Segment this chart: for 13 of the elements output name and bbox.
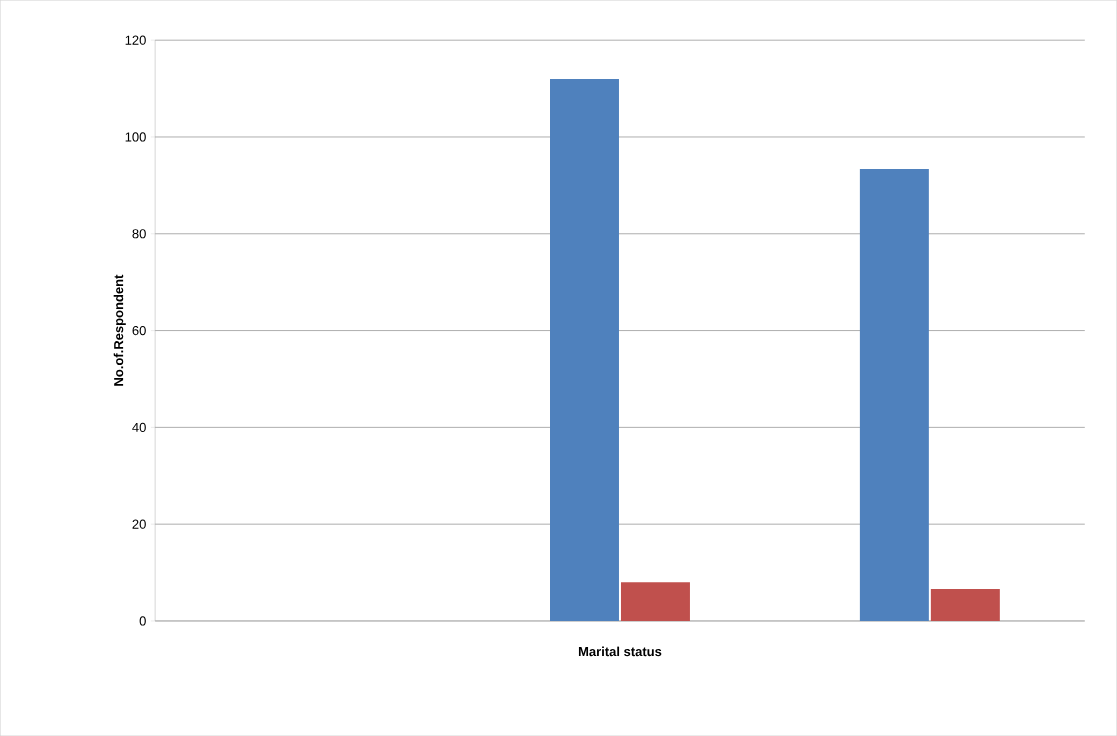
bar <box>859 168 929 621</box>
y-tick-label: 40 <box>132 422 146 432</box>
y-tick-label: 20 <box>132 519 146 529</box>
y-tick-label: 60 <box>132 325 146 336</box>
y-tick-label: 120 <box>125 35 146 45</box>
y-tick-label: 100 <box>125 132 146 142</box>
x-axis-title: Marital status <box>578 646 662 657</box>
bar <box>930 588 1000 621</box>
bar <box>550 78 619 621</box>
y-axis-title: No.of.Respondent <box>113 274 126 386</box>
y-tick-label: 0 <box>139 616 146 626</box>
y-tick-label: 80 <box>132 229 146 239</box>
bar <box>620 582 690 621</box>
